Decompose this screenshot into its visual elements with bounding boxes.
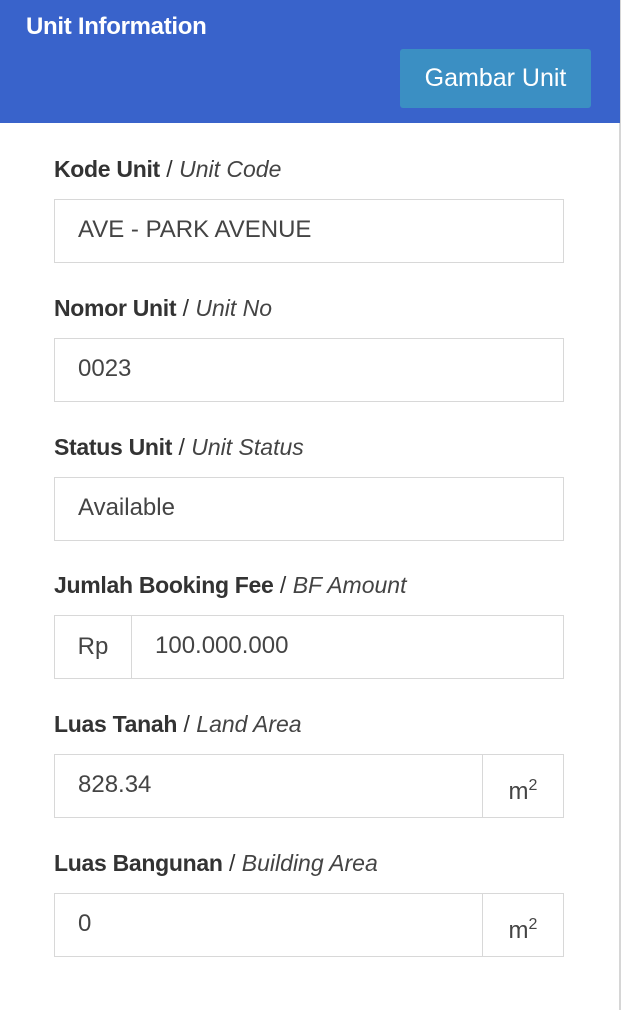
unit-code-group: Kode Unit / Unit Code AVE - PARK AVENUE [54, 154, 564, 263]
unit-exponent: 2 [528, 916, 538, 933]
unit-text: m [508, 778, 529, 805]
label-en: Land Area [196, 711, 302, 737]
field-value: Available [78, 494, 175, 521]
label-en: Unit Status [191, 434, 304, 460]
unit-status-label: Status Unit / Unit Status [54, 434, 304, 460]
unit-exponent: 2 [528, 777, 538, 794]
unit-no-label: Nomor Unit / Unit No [54, 295, 273, 321]
unit-code-field[interactable]: AVE - PARK AVENUE [54, 199, 564, 263]
building-area-group: Luas Bangunan / Building Area 0 m2 [54, 848, 564, 957]
building-area-label: Luas Bangunan / Building Area [54, 850, 378, 876]
land-area-label: Luas Tanah / Land Area [54, 711, 302, 737]
unit-text: m [508, 917, 529, 944]
field-value: 0023 [78, 355, 132, 382]
label-id: Status Unit [54, 434, 173, 460]
gambar-unit-button[interactable]: Gambar Unit [400, 49, 591, 108]
unit-code-label: Kode Unit / Unit Code [54, 156, 282, 182]
unit-status-field[interactable]: Available [54, 477, 564, 541]
label-en: Unit No [195, 295, 273, 321]
label-id: Luas Bangunan [54, 850, 223, 876]
land-area-field[interactable]: 828.34 m2 [54, 754, 564, 818]
panel-title: Unit Information [26, 13, 207, 40]
label-id: Nomor Unit [54, 295, 177, 321]
unit-no-group: Nomor Unit / Unit No 0023 [54, 293, 564, 402]
label-en: Building Area [241, 850, 378, 876]
panel-header: Unit Information Gambar Unit [0, 0, 620, 123]
unit-no-field[interactable]: 0023 [54, 338, 564, 402]
unit-status-group: Status Unit / Unit Status Available [54, 432, 564, 541]
unit-suffix: m2 [482, 755, 563, 817]
panel-border [619, 0, 621, 1010]
bf-amount-group: Jumlah Booking Fee / BF Amount Rp 100.00… [54, 570, 564, 679]
bf-amount-field[interactable]: Rp 100.000.000 [54, 615, 564, 679]
label-id: Luas Tanah [54, 711, 178, 737]
field-value: 100.000.000 [155, 632, 289, 659]
label-en: Unit Code [179, 156, 282, 182]
land-area-group: Luas Tanah / Land Area 828.34 m2 [54, 709, 564, 818]
currency-prefix: Rp [55, 616, 132, 678]
bf-amount-label: Jumlah Booking Fee / BF Amount [54, 572, 407, 598]
field-value: AVE - PARK AVENUE [78, 216, 312, 243]
field-value: 828.34 [78, 771, 152, 798]
label-en: BF Amount [292, 572, 407, 598]
building-area-field[interactable]: 0 m2 [54, 893, 564, 957]
label-id: Kode Unit [54, 156, 160, 182]
unit-suffix: m2 [482, 894, 563, 956]
field-value: 0 [78, 910, 92, 937]
label-id: Jumlah Booking Fee [54, 572, 274, 598]
